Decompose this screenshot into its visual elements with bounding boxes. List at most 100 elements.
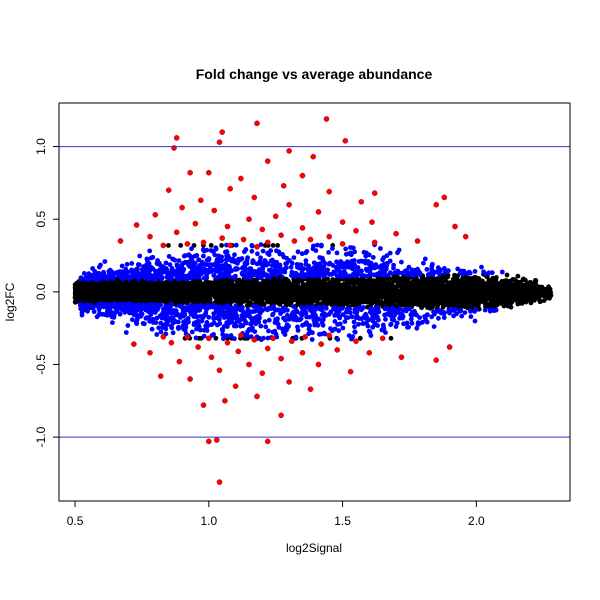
- data-point: [208, 248, 214, 253]
- data-point: [357, 335, 363, 341]
- chart-title: Fold change vs average abundance: [196, 66, 433, 82]
- data-point: [512, 277, 517, 282]
- data-point: [201, 261, 207, 267]
- data-point: [242, 260, 248, 266]
- data-point: [81, 271, 87, 276]
- data-point: [459, 313, 465, 319]
- data-point: [331, 300, 337, 306]
- data-point: [399, 259, 404, 265]
- data-point: [149, 326, 155, 332]
- data-point: [275, 243, 280, 248]
- data-point: [515, 273, 521, 279]
- data-point: [391, 275, 396, 281]
- data-point: [388, 335, 394, 341]
- data-point: [178, 243, 184, 248]
- data-point: [249, 248, 255, 254]
- data-point: [325, 276, 330, 282]
- data-point: [220, 332, 226, 337]
- data-point: [364, 273, 370, 279]
- data-point: [541, 298, 547, 303]
- data-point: [216, 274, 222, 279]
- data-point: [542, 291, 548, 297]
- data-point: [399, 270, 405, 276]
- data-point: [442, 270, 448, 275]
- data-point: [352, 324, 357, 330]
- data-point: [421, 260, 426, 266]
- data-point: [270, 243, 276, 248]
- data-point: [291, 255, 297, 260]
- data-point: [318, 331, 324, 337]
- data-point: [431, 324, 437, 329]
- data-point: [353, 302, 359, 307]
- data-point: [391, 317, 397, 323]
- data-point: [122, 309, 128, 315]
- data-point: [74, 288, 79, 293]
- data-point: [387, 250, 393, 256]
- data-point: [508, 304, 514, 310]
- data-point: [404, 320, 410, 326]
- data-point: [462, 310, 468, 315]
- data-point: [545, 286, 551, 292]
- data-point: [176, 319, 181, 325]
- data-point: [386, 299, 392, 305]
- data-point: [442, 274, 448, 279]
- data-point: [368, 333, 374, 338]
- data-point: [489, 270, 495, 276]
- data-point: [219, 243, 225, 248]
- data-point: [436, 315, 441, 321]
- data-point: [378, 246, 383, 251]
- data-point: [129, 261, 135, 266]
- data-point: [332, 319, 338, 324]
- data-point: [246, 302, 252, 307]
- data-point: [313, 248, 319, 254]
- data-point: [79, 312, 85, 318]
- data-point: [176, 326, 181, 331]
- data-point: [537, 299, 543, 305]
- data-point: [483, 304, 488, 309]
- data-point: [314, 242, 320, 248]
- data-point: [396, 247, 402, 253]
- data-point: [370, 255, 376, 260]
- data-point: [282, 332, 288, 337]
- data-point: [366, 328, 372, 334]
- data-point: [537, 285, 543, 291]
- data-point: [148, 255, 154, 261]
- data-point: [414, 301, 420, 307]
- data-point: [169, 325, 175, 331]
- data-point: [192, 253, 198, 259]
- data-point: [304, 249, 310, 254]
- data-point: [221, 336, 226, 342]
- data-point: [306, 272, 312, 278]
- data-point: [445, 300, 451, 306]
- data-point: [504, 299, 510, 305]
- data-point: [454, 274, 460, 279]
- data-point: [313, 277, 318, 282]
- data-point: [213, 335, 219, 341]
- data-point: [536, 291, 541, 296]
- data-point: [346, 333, 352, 338]
- data-point: [455, 266, 461, 272]
- data-point: [211, 273, 217, 278]
- data-point: [189, 246, 194, 252]
- data-point: [130, 317, 135, 323]
- data-point: [408, 316, 414, 322]
- data-point: [135, 262, 141, 267]
- data-point: [391, 262, 396, 268]
- data-point: [191, 243, 197, 248]
- data-point: [262, 319, 268, 324]
- data-point: [166, 243, 171, 248]
- data-point: [186, 252, 192, 258]
- data-point: [137, 253, 143, 259]
- data-point: [472, 318, 478, 324]
- data-point: [533, 278, 539, 283]
- data-point: [409, 320, 415, 326]
- data-point: [401, 321, 406, 327]
- data-point: [293, 334, 299, 340]
- data-point: [425, 304, 431, 310]
- data-point: [303, 258, 309, 264]
- data-point: [233, 242, 239, 248]
- data-point: [352, 249, 357, 255]
- data-point: [382, 306, 388, 312]
- data-point: [378, 299, 384, 305]
